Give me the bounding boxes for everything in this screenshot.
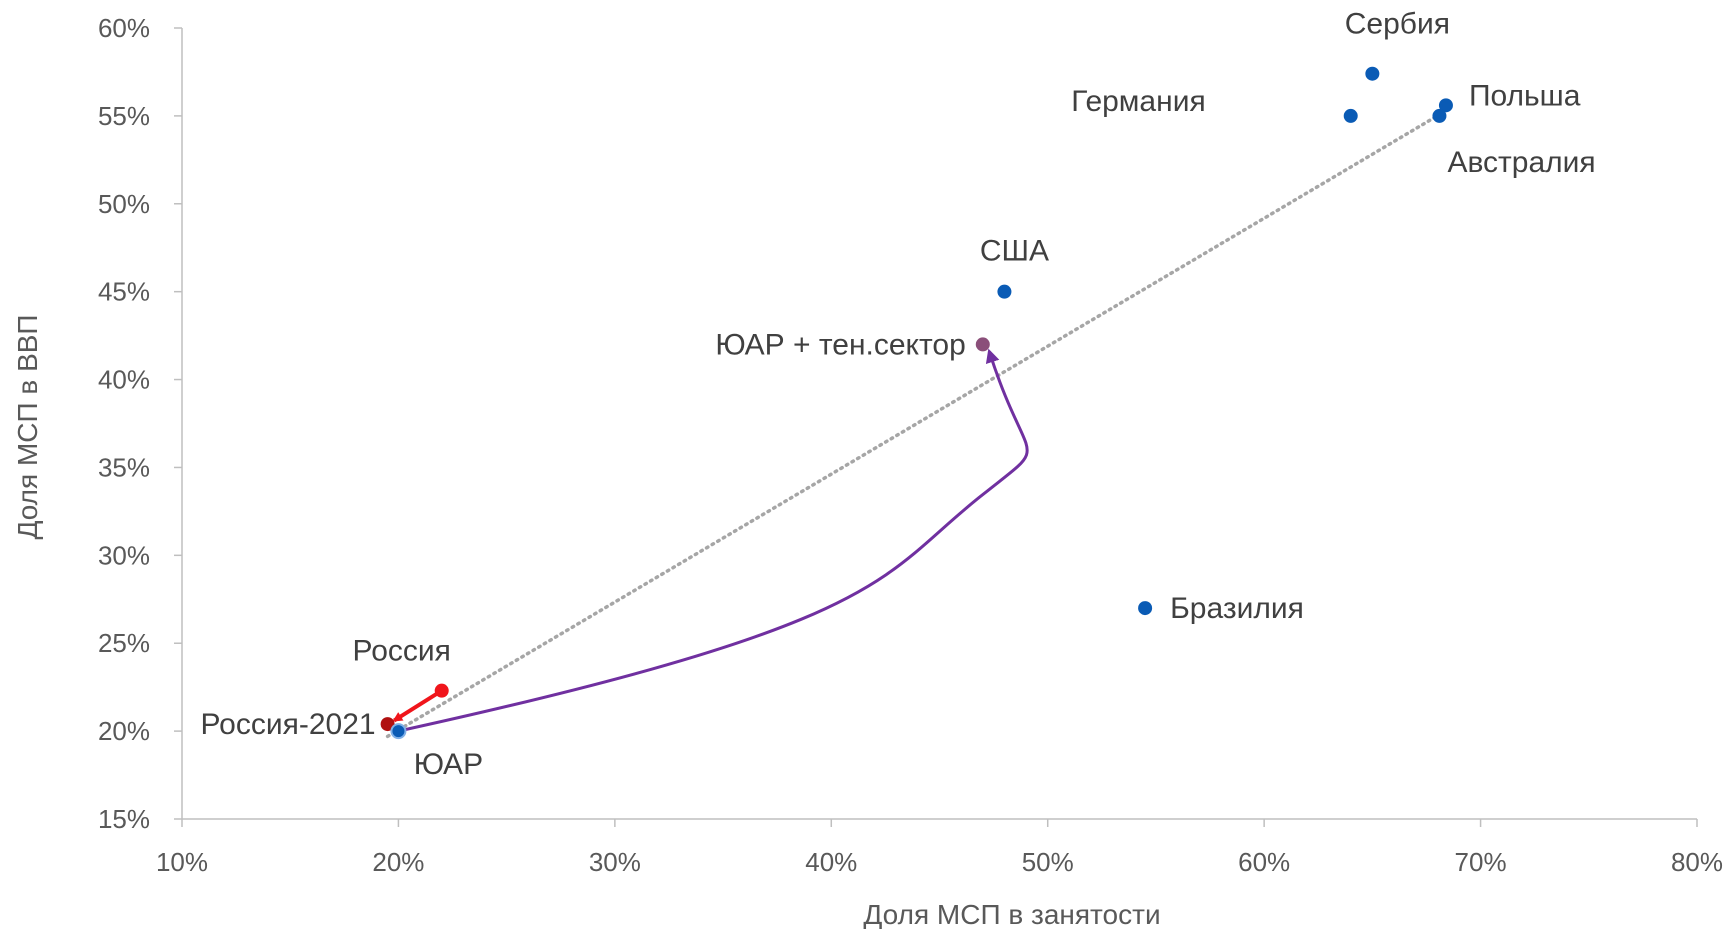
x-tick-label: 20% bbox=[372, 847, 424, 877]
point-label: Австралия bbox=[1447, 146, 1595, 179]
point-label: Германия bbox=[1071, 85, 1206, 118]
y-tick-label: 50% bbox=[98, 189, 150, 219]
y-tick-label: 55% bbox=[98, 101, 150, 131]
point-label: Россия-2021 bbox=[200, 708, 375, 741]
shadow-sector-curve-arrow bbox=[398, 348, 1029, 733]
x-tick-label: 60% bbox=[1238, 847, 1290, 877]
point-label: ЮАР + тен.сектор bbox=[715, 328, 965, 361]
x-tick-label: 80% bbox=[1671, 847, 1723, 877]
y-tick-label: 15% bbox=[98, 804, 150, 834]
data-point bbox=[390, 723, 407, 740]
data-point bbox=[997, 284, 1012, 299]
data-point bbox=[1138, 601, 1153, 616]
point-label: ЮАР bbox=[414, 748, 483, 781]
data-point bbox=[1432, 108, 1447, 123]
y-tick-label: 25% bbox=[98, 628, 150, 658]
y-tick-label: 60% bbox=[98, 13, 150, 43]
x-tick-label: 50% bbox=[1022, 847, 1074, 877]
y-axis-title: Доля МСП в ВВП bbox=[12, 314, 43, 539]
point-label: США bbox=[980, 235, 1049, 268]
x-axis-title: Доля МСП в занятости bbox=[863, 899, 1160, 929]
y-tick-label: 45% bbox=[98, 277, 150, 307]
trendline bbox=[385, 114, 1440, 739]
x-tick-label: 70% bbox=[1455, 847, 1507, 877]
point-label: Польша bbox=[1469, 79, 1581, 112]
data-point bbox=[434, 683, 449, 698]
data-point bbox=[1438, 98, 1453, 113]
x-tick-label: 30% bbox=[589, 847, 641, 877]
y-tick-label: 40% bbox=[98, 365, 150, 395]
data-point bbox=[1343, 108, 1358, 123]
x-tick-label: 10% bbox=[156, 847, 208, 877]
point-label: Бразилия bbox=[1170, 592, 1304, 625]
russia-shift-arrow bbox=[392, 688, 443, 723]
data-point bbox=[380, 717, 395, 732]
data-point bbox=[975, 337, 990, 352]
point-label: Сербия bbox=[1345, 8, 1450, 41]
y-tick-label: 35% bbox=[98, 452, 150, 482]
y-tick-label: 30% bbox=[98, 540, 150, 570]
x-tick-label: 40% bbox=[805, 847, 857, 877]
y-tick-label: 20% bbox=[98, 716, 150, 746]
point-label: Россия bbox=[353, 635, 451, 668]
data-point bbox=[1365, 66, 1380, 81]
